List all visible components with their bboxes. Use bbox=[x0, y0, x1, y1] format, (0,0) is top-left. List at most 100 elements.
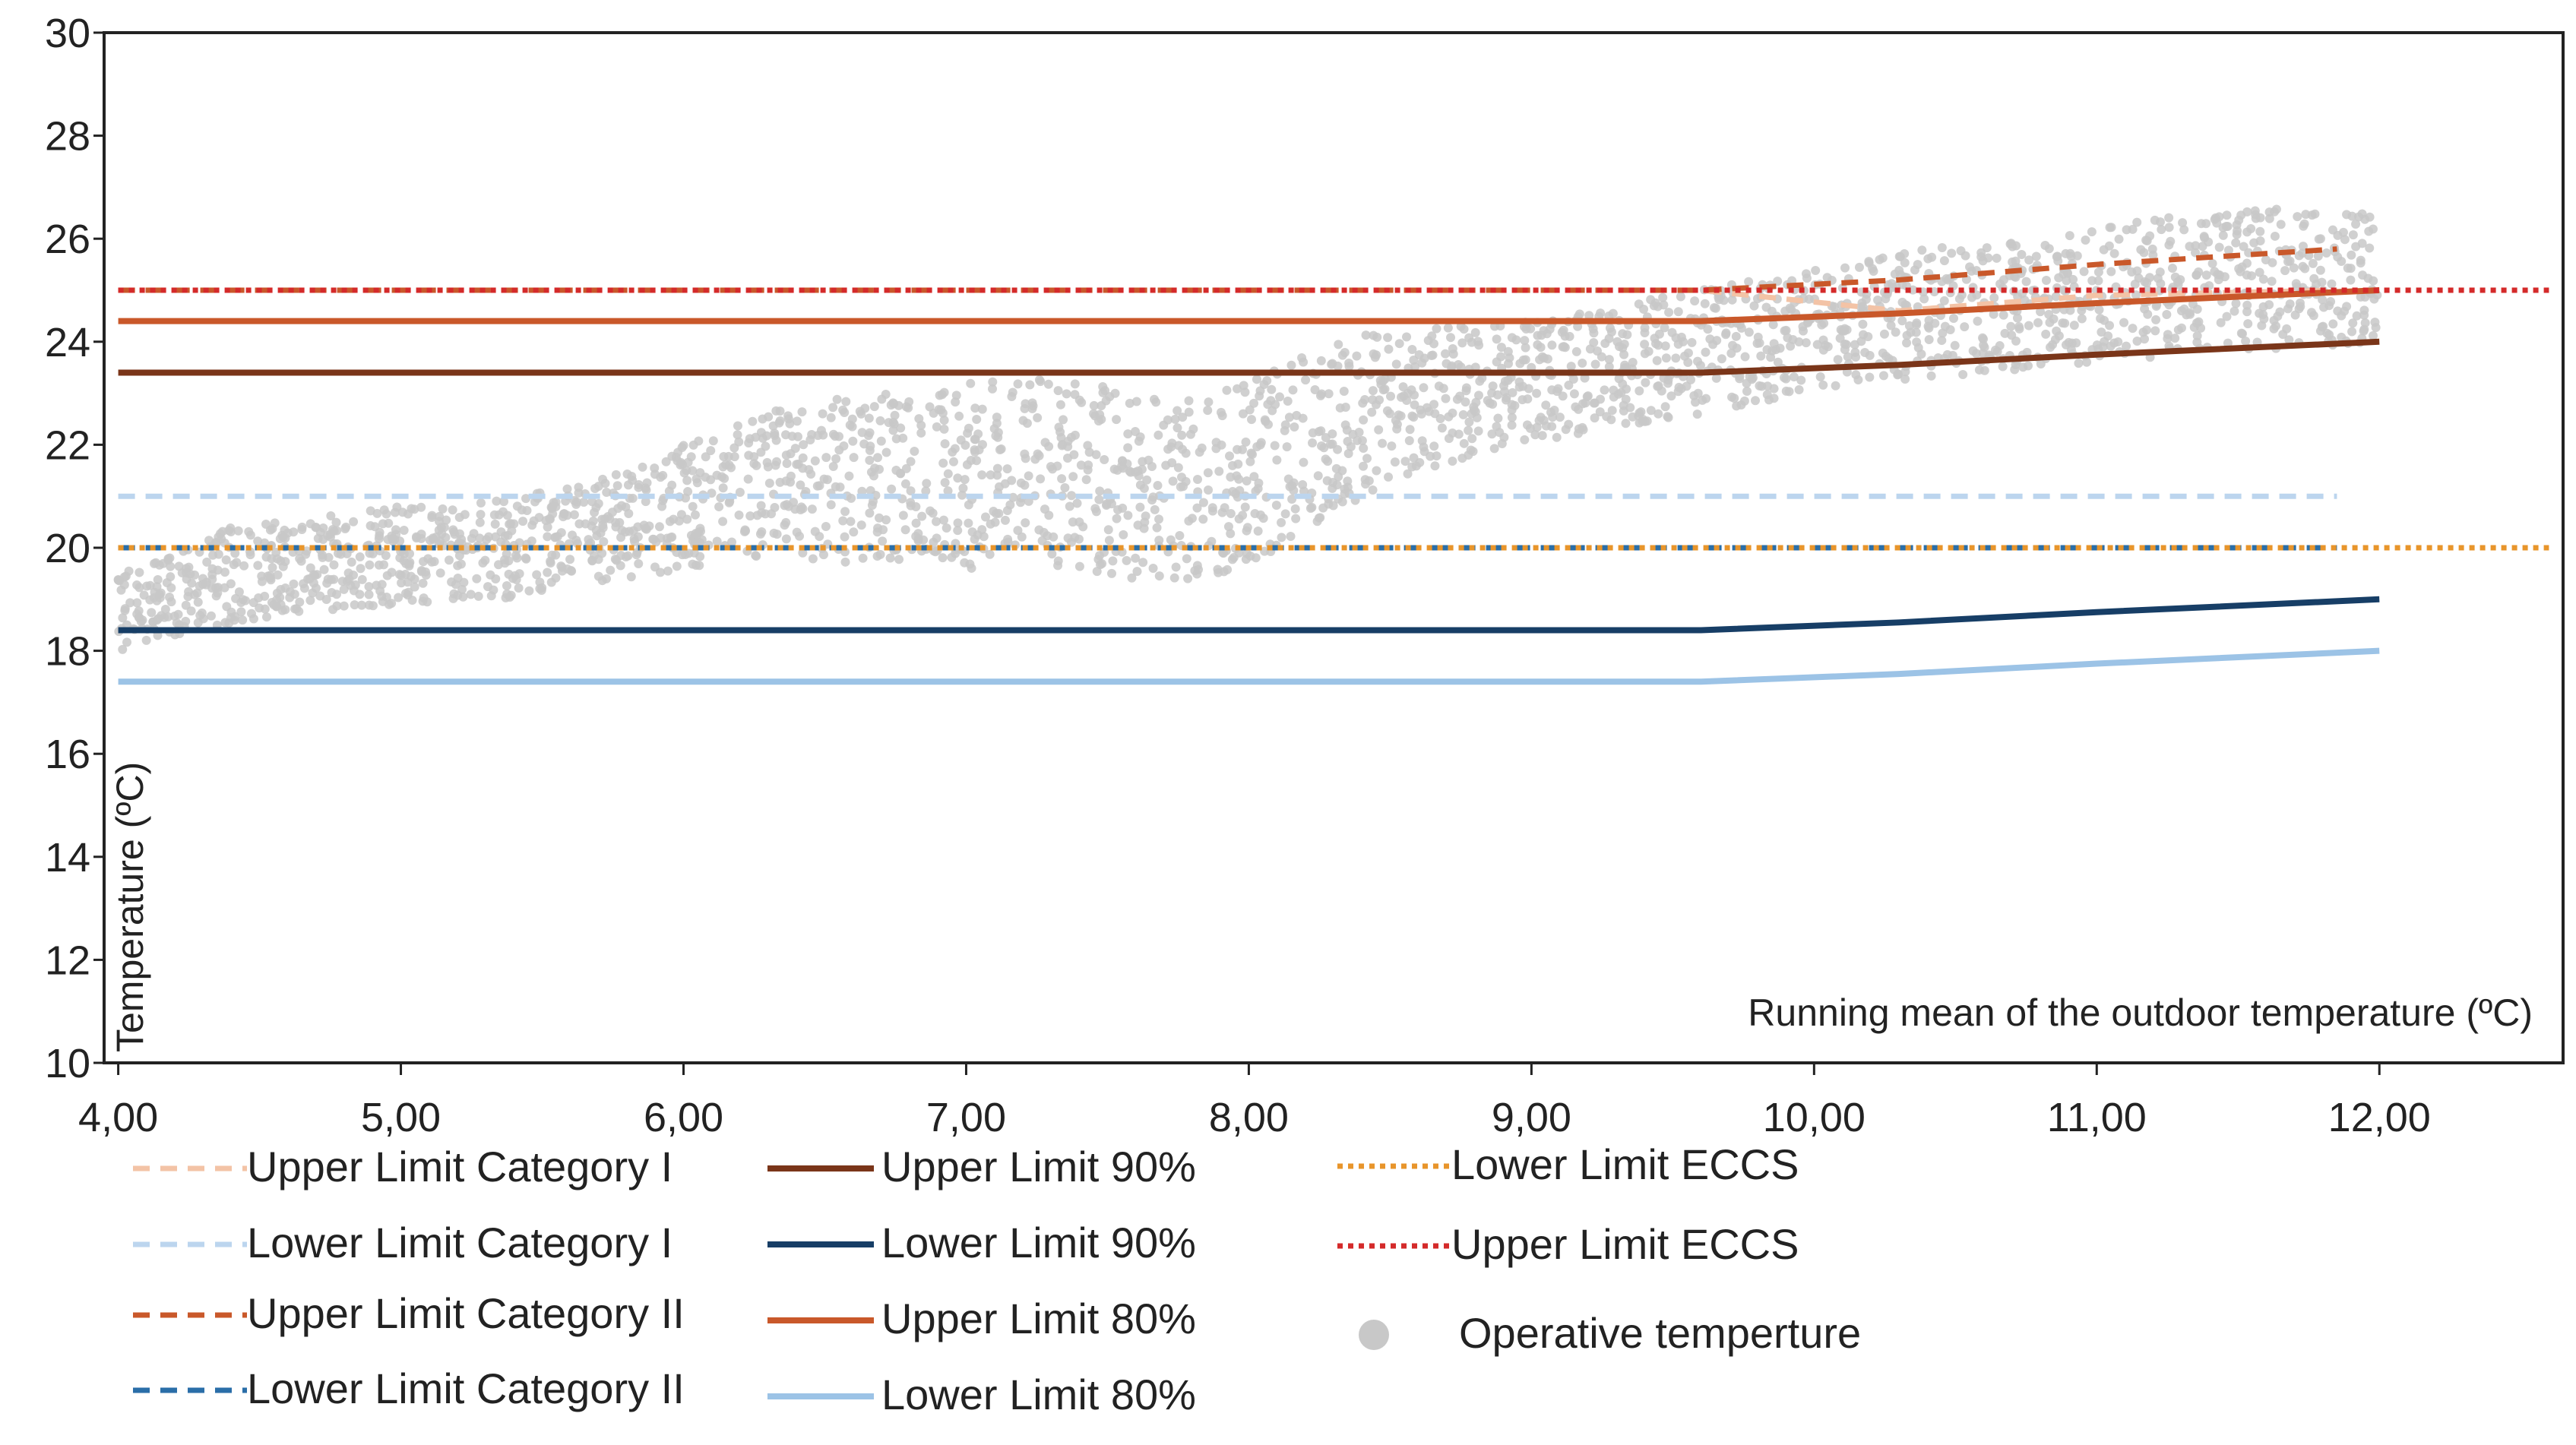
operative-temperature-point bbox=[876, 436, 886, 446]
operative-temperature-point bbox=[1225, 451, 1235, 461]
operative-temperature-point bbox=[400, 589, 410, 599]
operative-temperature-point bbox=[799, 440, 809, 450]
operative-temperature-point bbox=[1756, 351, 1766, 361]
operative-temperature-point bbox=[2109, 248, 2119, 258]
operative-temperature-point bbox=[1983, 253, 1993, 263]
operative-temperature-point bbox=[1108, 556, 1118, 566]
operative-temperature-point bbox=[1701, 394, 1711, 403]
series-upper-limit-80 bbox=[118, 287, 2380, 324]
operative-temperature-point bbox=[1150, 504, 1160, 514]
operative-temperature-point bbox=[574, 482, 584, 492]
operative-temperature-point bbox=[427, 512, 437, 522]
operative-temperature-point bbox=[546, 577, 556, 587]
operative-temperature-point bbox=[2346, 275, 2356, 285]
operative-temperature-point bbox=[1403, 469, 1413, 479]
operative-temperature-point bbox=[365, 560, 375, 570]
operative-temperature-point bbox=[2020, 296, 2030, 305]
y-axis-ticks: 10 12 14 16 18 20 22 24 26 28 30 bbox=[45, 11, 104, 1086]
operative-temperature-point bbox=[1511, 335, 1521, 345]
operative-temperature-point bbox=[356, 564, 366, 574]
operative-temperature-point bbox=[323, 574, 333, 584]
operative-temperature-point bbox=[623, 551, 633, 561]
operative-temperature-point bbox=[2068, 274, 2078, 284]
operative-temperature-point bbox=[1161, 460, 1171, 470]
operative-temperature-point bbox=[870, 463, 880, 473]
operative-temperature-point bbox=[768, 421, 778, 431]
operative-temperature-point bbox=[2077, 305, 2087, 315]
operative-temperature-point bbox=[2100, 315, 2109, 325]
operative-temperature-point bbox=[2046, 343, 2055, 353]
operative-temperature-point bbox=[193, 618, 203, 628]
operative-temperature-point bbox=[943, 469, 953, 479]
operative-temperature-point bbox=[419, 593, 429, 603]
operative-temperature-point bbox=[2087, 227, 2097, 237]
operative-temperature-point bbox=[921, 486, 931, 496]
operative-temperature-point bbox=[1583, 391, 1593, 401]
operative-temperature-point bbox=[812, 481, 822, 491]
operative-temperature-point bbox=[1537, 431, 1547, 441]
operative-temperature-point bbox=[695, 552, 705, 561]
operative-temperature-point bbox=[1840, 263, 1850, 273]
operative-temperature-point bbox=[810, 526, 820, 536]
operative-temperature-point bbox=[1217, 440, 1226, 450]
operative-temperature-point bbox=[257, 577, 267, 587]
operative-temperature-point bbox=[1288, 385, 1298, 395]
operative-temperature-point bbox=[1488, 399, 1498, 409]
operative-temperature-point bbox=[828, 462, 838, 472]
operative-temperature-point bbox=[1492, 334, 1502, 344]
operative-temperature-point bbox=[1192, 503, 1202, 513]
operative-temperature-point bbox=[1340, 402, 1350, 412]
operative-temperature-point bbox=[1131, 397, 1141, 406]
operative-temperature-point bbox=[1168, 476, 1178, 486]
operative-temperature-point bbox=[512, 501, 522, 511]
operative-temperature-point bbox=[878, 536, 888, 546]
operative-temperature-point bbox=[1888, 283, 1897, 292]
operative-temperature-point bbox=[1641, 378, 1650, 387]
operative-temperature-point bbox=[770, 428, 780, 438]
operative-temperature-point bbox=[305, 563, 315, 573]
operative-temperature-point bbox=[1873, 296, 1883, 305]
operative-temperature-point bbox=[1241, 437, 1251, 447]
operative-temperature-point bbox=[1154, 536, 1164, 545]
operative-temperature-point bbox=[1216, 407, 1226, 417]
operative-temperature-point bbox=[954, 411, 964, 421]
operative-temperature-point bbox=[706, 446, 716, 456]
operative-temperature-point bbox=[1298, 413, 1308, 423]
operative-temperature-point bbox=[1913, 343, 1923, 353]
operative-temperature-point bbox=[1314, 427, 1324, 437]
operative-temperature-point bbox=[1100, 454, 1109, 464]
operative-temperature-point bbox=[2280, 266, 2290, 276]
y-tick-label: 14 bbox=[45, 835, 90, 881]
operative-temperature-point bbox=[1454, 359, 1464, 369]
operative-temperature-point bbox=[1929, 287, 1939, 297]
operative-temperature-point bbox=[962, 460, 972, 470]
operative-temperature-point bbox=[1094, 495, 1104, 504]
operative-temperature-point bbox=[1135, 502, 1145, 512]
operative-temperature-point bbox=[1057, 474, 1067, 484]
operative-temperature-point bbox=[2359, 326, 2369, 336]
operative-temperature-point bbox=[1123, 429, 1133, 439]
operative-temperature-point bbox=[785, 419, 795, 428]
operative-temperature-point bbox=[714, 502, 724, 512]
operative-temperature-point bbox=[434, 525, 444, 535]
operative-temperature-point bbox=[1967, 266, 1976, 276]
operative-temperature-point bbox=[173, 609, 183, 619]
operative-temperature-point bbox=[992, 463, 1002, 473]
operative-temperature-point bbox=[2041, 275, 2051, 285]
operative-temperature-point bbox=[1444, 434, 1454, 444]
operative-temperature-point bbox=[460, 510, 470, 520]
operative-temperature-point bbox=[1459, 438, 1469, 448]
operative-temperature-point bbox=[1703, 324, 1713, 334]
operative-temperature-point bbox=[1316, 356, 1326, 365]
operative-temperature-point bbox=[2370, 318, 2380, 327]
operative-temperature-point bbox=[500, 558, 510, 568]
operative-temperature-point bbox=[1429, 339, 1439, 349]
operative-temperature-point bbox=[900, 525, 910, 535]
operative-temperature-point bbox=[1272, 455, 1282, 465]
operative-temperature-point bbox=[2163, 334, 2173, 343]
operative-temperature-point bbox=[1446, 333, 1456, 343]
operative-temperature-point bbox=[1067, 491, 1077, 501]
operative-temperature-point bbox=[340, 523, 350, 533]
operative-temperature-point bbox=[438, 504, 448, 514]
operative-temperature-point bbox=[492, 496, 502, 506]
